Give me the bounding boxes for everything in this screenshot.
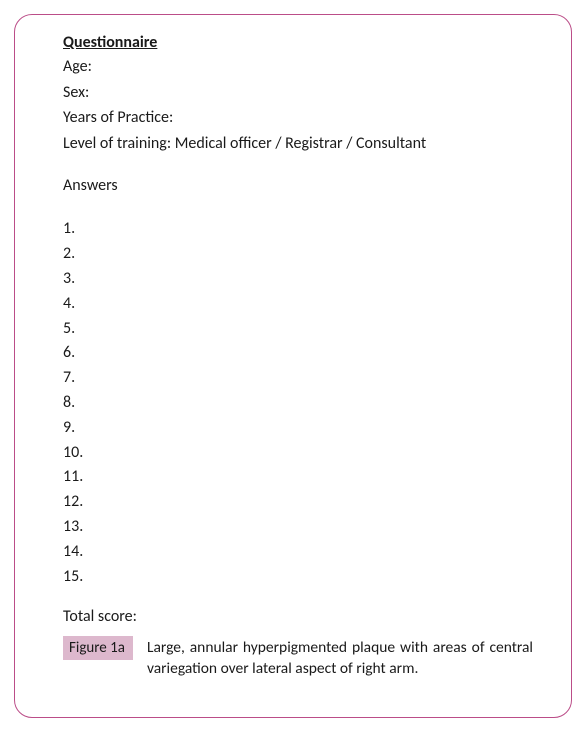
- figure-badge: Figure 1a: [63, 636, 133, 660]
- answer-item: 12.: [63, 490, 533, 515]
- answer-item: 3.: [63, 267, 533, 292]
- answer-item: 4.: [63, 292, 533, 317]
- questionnaire-card: Questionnaire Age: Sex: Years of Practic…: [14, 14, 572, 718]
- figure-caption: Large, annular hyperpigmented plaque wit…: [147, 636, 533, 680]
- answer-item: 8.: [63, 391, 533, 416]
- answer-item: 1.: [63, 217, 533, 242]
- answer-item: 10.: [63, 441, 533, 466]
- answer-item: 13.: [63, 515, 533, 540]
- answers-label: Answers: [63, 176, 533, 195]
- answer-item: 9.: [63, 416, 533, 441]
- field-years-of-practice: Years of Practice:: [63, 107, 533, 129]
- answer-item: 11.: [63, 465, 533, 490]
- answers-list: 1. 2. 3. 4. 5. 6. 7. 8. 9. 10. 11. 12. 1…: [63, 217, 533, 589]
- questionnaire-heading: Questionnaire: [63, 33, 533, 52]
- field-age: Age:: [63, 56, 533, 78]
- answer-item: 7.: [63, 366, 533, 391]
- answer-item: 5.: [63, 317, 533, 342]
- answer-item: 2.: [63, 242, 533, 267]
- answer-item: 14.: [63, 540, 533, 565]
- total-score-label: Total score:: [63, 607, 533, 626]
- answer-item: 6.: [63, 341, 533, 366]
- answer-item: 15.: [63, 565, 533, 590]
- field-sex: Sex:: [63, 82, 533, 104]
- figure-row: Figure 1a Large, annular hyperpigmented …: [63, 636, 533, 680]
- field-level-of-training: Level of training: Medical officer / Reg…: [63, 133, 533, 155]
